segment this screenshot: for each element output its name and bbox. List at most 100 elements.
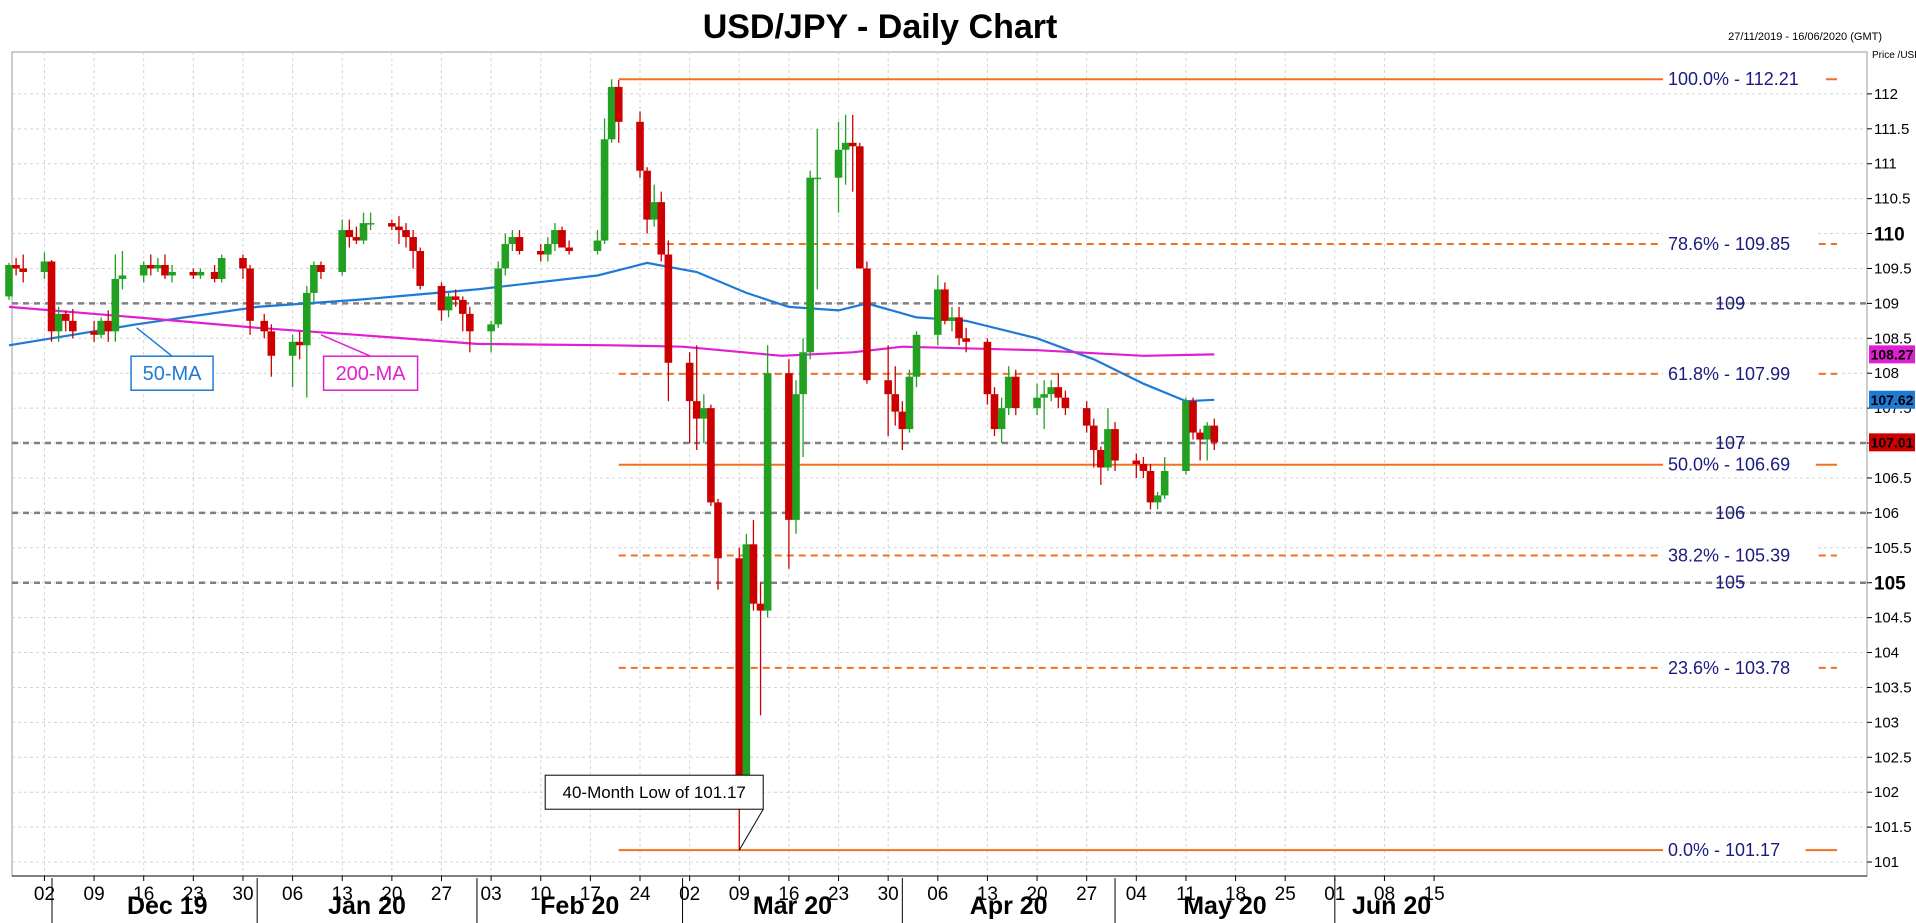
- candle-body: [756, 603, 765, 611]
- fib-label: 23.6% - 103.78: [1668, 658, 1790, 678]
- y-tick-label: 112: [1874, 86, 1898, 103]
- fib-label: 0.0% - 101.17: [1668, 840, 1780, 860]
- price-tag-value: 107.62: [1871, 392, 1914, 408]
- candle-body: [451, 296, 460, 300]
- price-tag-value: 108.27: [1871, 346, 1914, 362]
- candle-body: [246, 268, 254, 321]
- candle-body: [19, 268, 27, 272]
- candle-body: [61, 313, 70, 321]
- ma-label: 50-MA: [143, 363, 203, 385]
- candle-body: [990, 394, 999, 430]
- candle-body: [352, 237, 361, 241]
- candle-body: [267, 331, 276, 356]
- candle-body: [948, 317, 956, 321]
- candle-body: [1111, 429, 1119, 461]
- candle-body: [1054, 387, 1063, 398]
- price-tag: [1869, 390, 1915, 409]
- candle-body: [749, 544, 758, 604]
- candle-body: [1196, 432, 1204, 440]
- y-tick-label: 103: [1874, 714, 1899, 731]
- fib-label: 38.2% - 105.39: [1668, 545, 1790, 565]
- x-day-label: 23: [828, 884, 849, 905]
- x-day-label: 03: [481, 884, 502, 905]
- candle-body: [1004, 376, 1013, 409]
- candle-body: [607, 86, 616, 140]
- fib-label-background: [1663, 68, 1826, 91]
- candle-body: [707, 408, 715, 503]
- candle-body: [962, 338, 970, 342]
- y-tick-label: 111.5: [1874, 121, 1909, 138]
- candle-body: [416, 251, 425, 286]
- ma-label: 200-MA: [336, 363, 407, 385]
- x-day-label: 04: [1126, 884, 1148, 905]
- candle-body: [636, 121, 644, 171]
- fib-label-background: [1663, 233, 1816, 256]
- candle-body: [189, 271, 198, 276]
- x-month-label: Mar 20: [753, 892, 832, 920]
- candle-body: [536, 251, 545, 255]
- candle-body: [1104, 429, 1112, 468]
- candle-body: [1061, 397, 1070, 409]
- ma-label-leader: [136, 327, 173, 357]
- candle-body: [650, 202, 658, 220]
- level-label: 105: [1715, 573, 1745, 593]
- x-day-label: 09: [84, 884, 105, 905]
- price-unit-label: Price /USD: [1872, 50, 1916, 61]
- price-tag: [1869, 345, 1915, 364]
- candle-body: [799, 352, 807, 395]
- candle-body: [487, 324, 495, 332]
- candle-body: [310, 264, 318, 293]
- y-tick-label: 104.5: [1874, 610, 1912, 627]
- annotations: 40-Month Low of 101.17: [544, 774, 764, 851]
- candle-body: [1189, 401, 1197, 433]
- candle-body: [997, 408, 1006, 430]
- candle-body: [813, 177, 822, 180]
- x-day-label: 17: [580, 884, 601, 905]
- x-day-label: 02: [34, 884, 55, 905]
- fib-label-background: [1663, 453, 1816, 476]
- annotation-box: [544, 774, 764, 810]
- candle-body: [458, 299, 467, 314]
- candle-body: [941, 289, 949, 321]
- level-label: 107: [1715, 433, 1745, 453]
- candle-body: [338, 230, 347, 272]
- y-tick-label: 111: [1874, 156, 1897, 173]
- candle-body: [544, 244, 552, 255]
- candle-body: [40, 261, 49, 272]
- candle-body: [345, 230, 354, 238]
- candle-body: [891, 394, 900, 412]
- y-tick-label: 110.5: [1874, 191, 1910, 208]
- candle-body: [388, 223, 396, 227]
- fibonacci-levels: 100.0% - 112.21 78.6% - 109.85 61.8% - 107…: [618, 68, 1837, 862]
- fib-label-background: [1663, 362, 1816, 385]
- y-tick-label: 101: [1874, 854, 1899, 871]
- x-day-label: 20: [381, 884, 402, 905]
- x-day-label: 30: [232, 884, 253, 905]
- candle-body: [1153, 495, 1162, 503]
- fib-label: 78.6% - 109.85: [1668, 234, 1790, 254]
- candle-body: [147, 264, 155, 269]
- candle-body: [1089, 425, 1098, 451]
- y-axis: 101 101.5 102 102.5 103 103.5 104 104.5 105 105.5…: [1867, 86, 1912, 871]
- candle-body: [785, 373, 793, 520]
- x-day-label: 02: [679, 884, 700, 905]
- y-tick-label: 105: [1874, 574, 1906, 595]
- candle-body: [196, 271, 205, 276]
- x-month-label: Feb 20: [540, 892, 619, 920]
- candle-body: [856, 146, 864, 269]
- candle-body: [565, 247, 573, 252]
- candle-body: [111, 278, 120, 332]
- x-day-label: 09: [729, 884, 750, 905]
- annotation-leader: [738, 808, 764, 851]
- price-tags: 108.27 107.62 107.01: [1869, 345, 1915, 452]
- candle-body: [97, 320, 105, 335]
- x-day-label: 27: [1076, 884, 1097, 905]
- candle-body: [239, 258, 247, 269]
- y-tick-label: 106.5: [1874, 470, 1912, 487]
- candle-body: [154, 264, 162, 269]
- candle-body: [366, 223, 375, 225]
- candle-body: [735, 558, 744, 779]
- candle-body: [1182, 401, 1190, 471]
- x-day-label: 24: [629, 884, 651, 905]
